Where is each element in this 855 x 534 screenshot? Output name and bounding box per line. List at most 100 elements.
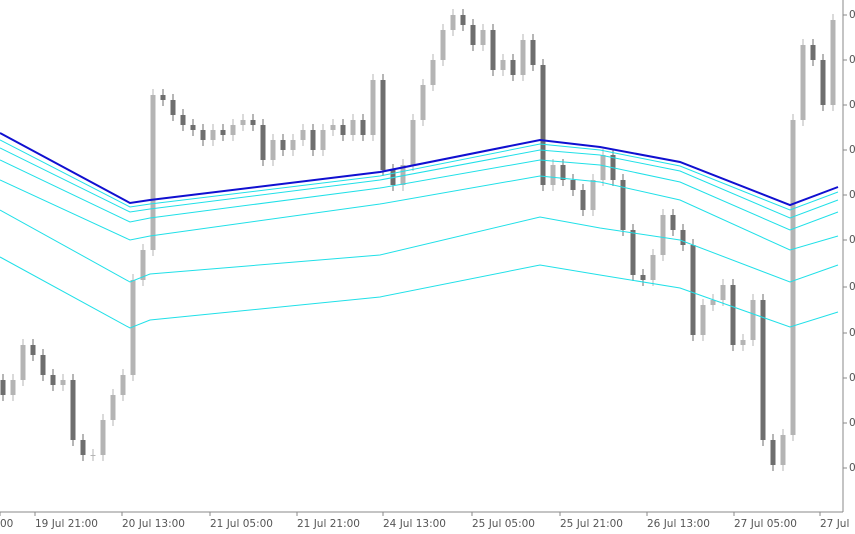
candle-body (400, 165, 406, 185)
moving-average (0, 175, 839, 251)
candle-body (660, 215, 666, 255)
candle-body (710, 300, 716, 305)
candle-body (170, 100, 176, 115)
candle-body (410, 120, 416, 165)
moving-average (0, 209, 839, 283)
candle-body (240, 120, 246, 125)
x-tick-label: 26 Jul 13:00 (647, 518, 710, 530)
moving-average (0, 159, 839, 231)
candle-body (790, 120, 796, 435)
y-tick-label: 0. (849, 462, 855, 474)
candle-body (530, 40, 536, 65)
candle-body (230, 125, 236, 135)
candle-body (810, 45, 816, 60)
x-tick-label: 27 Jul 05:00 (734, 518, 797, 530)
candle-body (770, 440, 776, 465)
candle-body (470, 25, 476, 45)
candle-body (780, 435, 786, 465)
candle-body (90, 455, 96, 456)
candle-body (260, 125, 266, 160)
candle-body (460, 15, 466, 25)
y-tick-label: 0. (849, 234, 855, 246)
moving-average (0, 139, 839, 211)
candle-body (370, 80, 376, 135)
candle-body (820, 60, 826, 105)
moving-average (0, 147, 839, 219)
candle-body (590, 180, 596, 210)
moving-average (0, 256, 839, 329)
candle-body (160, 95, 166, 100)
x-tick-label: 25 Jul 21:00 (560, 518, 623, 530)
candle-body (800, 45, 806, 120)
candle-body (740, 340, 746, 345)
candle-body (700, 305, 706, 335)
candle-body (140, 250, 146, 280)
candle-body (60, 380, 66, 385)
candle-body (730, 285, 736, 345)
candle-body (550, 165, 556, 185)
candle-body (70, 380, 76, 440)
candle-body (40, 355, 46, 375)
candle-body (760, 300, 766, 440)
x-tick-label: 00 (0, 518, 13, 530)
y-tick-label: 0. (849, 144, 855, 156)
candle-body (30, 345, 36, 355)
candle-body (150, 95, 156, 250)
y-tick-label: 0. (849, 189, 855, 201)
candle-body (720, 285, 726, 300)
candle-body (310, 130, 316, 150)
candle-body (680, 230, 686, 245)
candle-body (640, 275, 646, 280)
candle-body (320, 130, 326, 150)
candle-body (290, 140, 296, 150)
candle-body (250, 120, 256, 125)
candle-body (330, 125, 336, 130)
candle-body (630, 230, 636, 275)
candle-body (500, 60, 506, 70)
candle-body (510, 60, 516, 75)
candle-body (830, 20, 836, 105)
candle-body (210, 130, 216, 140)
candle-body (110, 395, 116, 420)
candle-body (690, 245, 696, 335)
candle-body (80, 440, 86, 455)
candle-body (480, 30, 486, 45)
candle-body (380, 80, 386, 170)
candle-body (520, 40, 526, 75)
candle-body (220, 130, 226, 135)
candle-body (0, 380, 6, 395)
candle-body (430, 60, 436, 85)
candle-body (600, 155, 606, 180)
candle-body (270, 140, 276, 160)
x-tick-label: 25 Jul 05:00 (472, 518, 535, 530)
y-tick-label: 0. (849, 327, 855, 339)
candle-body (650, 255, 656, 280)
candle-body (180, 115, 186, 125)
candle-body (200, 130, 206, 140)
candle-body (580, 190, 586, 210)
candle-body (420, 85, 426, 120)
x-tick-label: 21 Jul 21:00 (297, 518, 360, 530)
candle-body (450, 15, 456, 30)
candle-body (490, 30, 496, 70)
x-tick-label: 24 Jul 13:00 (383, 518, 446, 530)
x-tick-label: 19 Jul 21:00 (35, 518, 98, 530)
candle-body (340, 125, 346, 135)
y-tick-label: 0. (849, 417, 855, 429)
candle-body (540, 65, 546, 185)
x-tick-label: 20 Jul 13:00 (122, 518, 185, 530)
candle-body (670, 215, 676, 230)
candle-body (120, 375, 126, 395)
candle-body (560, 165, 566, 180)
candle-body (350, 120, 356, 135)
candle-body (20, 345, 26, 380)
candle-body (190, 125, 196, 130)
candle-body (130, 280, 136, 375)
candle-body (100, 420, 106, 455)
candle-body (280, 140, 286, 150)
candle-body (750, 300, 756, 340)
candle-body (570, 180, 576, 190)
y-tick-label: 0. (849, 9, 855, 21)
y-tick-label: 0. (849, 54, 855, 66)
candle-body (300, 130, 306, 140)
